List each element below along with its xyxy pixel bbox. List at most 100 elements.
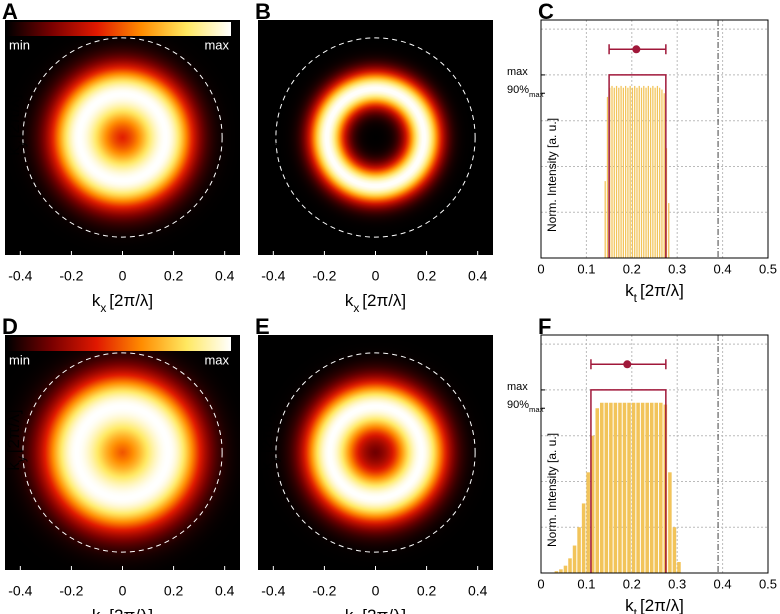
bar [629,85,631,259]
bar [554,571,559,573]
intensity-map [5,20,240,255]
y-tick-label-part: max [529,405,544,414]
colorbar-max-label: max [204,37,229,52]
bar [638,85,640,259]
bar [604,181,606,258]
bar [659,87,661,258]
bar [645,87,647,258]
x-tick-label: 0.1 [577,261,595,276]
x-tick-label: 0.4 [468,583,488,599]
x-tick-label: -0.2 [59,583,83,599]
panel-label: B [255,0,271,24]
x-axis-label-part: k [345,606,354,614]
panel-label: E [255,314,270,339]
x-tick-label: 0.5 [759,261,777,276]
x-tick-label: -0.2 [59,268,83,284]
mean-marker [632,45,641,54]
x-tick-label: 0.4 [714,261,732,276]
y-axis-label: Norm. Intensity [a. u.] [545,118,559,232]
y-axis-label-part: [2π/λ] [4,94,23,138]
bar [627,402,631,573]
bar [636,402,640,573]
bar [647,85,649,259]
bar [624,85,627,259]
bar [627,87,629,258]
x-tick-label: 0.2 [164,268,184,284]
x-tick-label: -0.4 [261,268,285,284]
x-axis-label-part: [2π/λ] [362,291,406,310]
x-axis-label-part: k [625,596,634,614]
x-tick-label: 0.2 [417,583,437,599]
x-axis-label-part: x [353,301,359,315]
x-axis-label-part: k [92,606,101,614]
x-axis-label-part: [2π/λ] [109,291,153,310]
y-axis-label-part: k [4,462,23,471]
y-axis-label: ky [2π/λ] [257,94,281,155]
x-tick-label: -0.4 [8,583,32,599]
x-tick-label: -0.2 [312,583,336,599]
y-axis-label: ky [2π/λ] [4,409,28,470]
intensity-map [258,20,493,255]
x-tick-label: 0.5 [759,576,777,591]
y-axis-label: Norm. Intensity [a. u.] [545,433,559,547]
panel-label: F [538,314,551,339]
colorbar [7,337,231,351]
dashed-circle [275,352,476,553]
y-axis-label-part: [2π/λ] [257,409,276,453]
bar [559,569,563,573]
bar [631,402,636,573]
x-tick-label: 0.4 [714,576,732,591]
x-axis-label-part: k [92,291,101,310]
x-axis-label: kx[2π/λ] [92,291,153,315]
x-tick-label: 0.2 [623,261,641,276]
bar [668,203,670,258]
y-axis-label-part: k [4,147,23,156]
bar [600,402,604,573]
x-axis-label: kx[2π/λ] [345,606,406,614]
x-axis-label-part: [2π/λ] [109,606,153,614]
x-axis-label: kt [2π/λ] [625,596,684,614]
x-tick-label: 0.3 [668,576,686,591]
bar [615,85,618,259]
bar [618,87,620,258]
axes-frame [540,334,769,574]
bar [654,402,659,573]
y-tick-label: 90%max [507,84,544,99]
x-axis-label-part: x [100,301,106,315]
y-axis-label-part: [2π/λ] [4,409,23,453]
x-tick-label: 0.4 [215,583,235,599]
range-box [590,389,667,573]
bar [609,402,613,573]
mean-marker [623,360,632,369]
y-axis-label-part: k [257,147,276,156]
dashed-circle [22,37,223,238]
intensity-map [258,335,493,570]
x-tick-label: 0.2 [417,268,437,284]
y-axis-label-part: y [14,141,28,147]
y-axis-label-part: y [14,456,28,462]
bar [577,527,581,573]
y-tick-label: 90%max [507,399,544,414]
colorbar [7,22,231,36]
x-axis-label: kx[2π/λ] [92,606,153,614]
bar [595,408,600,573]
x-axis-label-part: t [634,291,638,305]
y-axis-label-part: y [267,456,281,462]
bar [649,402,654,573]
x-axis-label-part: t [634,606,638,614]
bar [656,85,659,259]
y-tick-label-part: 90% [507,399,529,411]
x-axis-label-part: k [345,291,354,310]
bar [590,435,595,573]
y-axis-label-part: k [257,462,276,471]
bar [649,87,652,258]
bar [620,85,622,259]
bar [677,562,681,573]
bar [631,87,634,258]
bar [568,558,572,573]
x-axis-label-part: k [625,281,634,300]
x-axis-label: kx[2π/λ] [345,291,406,315]
bar [618,402,622,573]
colorbar-min-label: min [9,37,30,52]
